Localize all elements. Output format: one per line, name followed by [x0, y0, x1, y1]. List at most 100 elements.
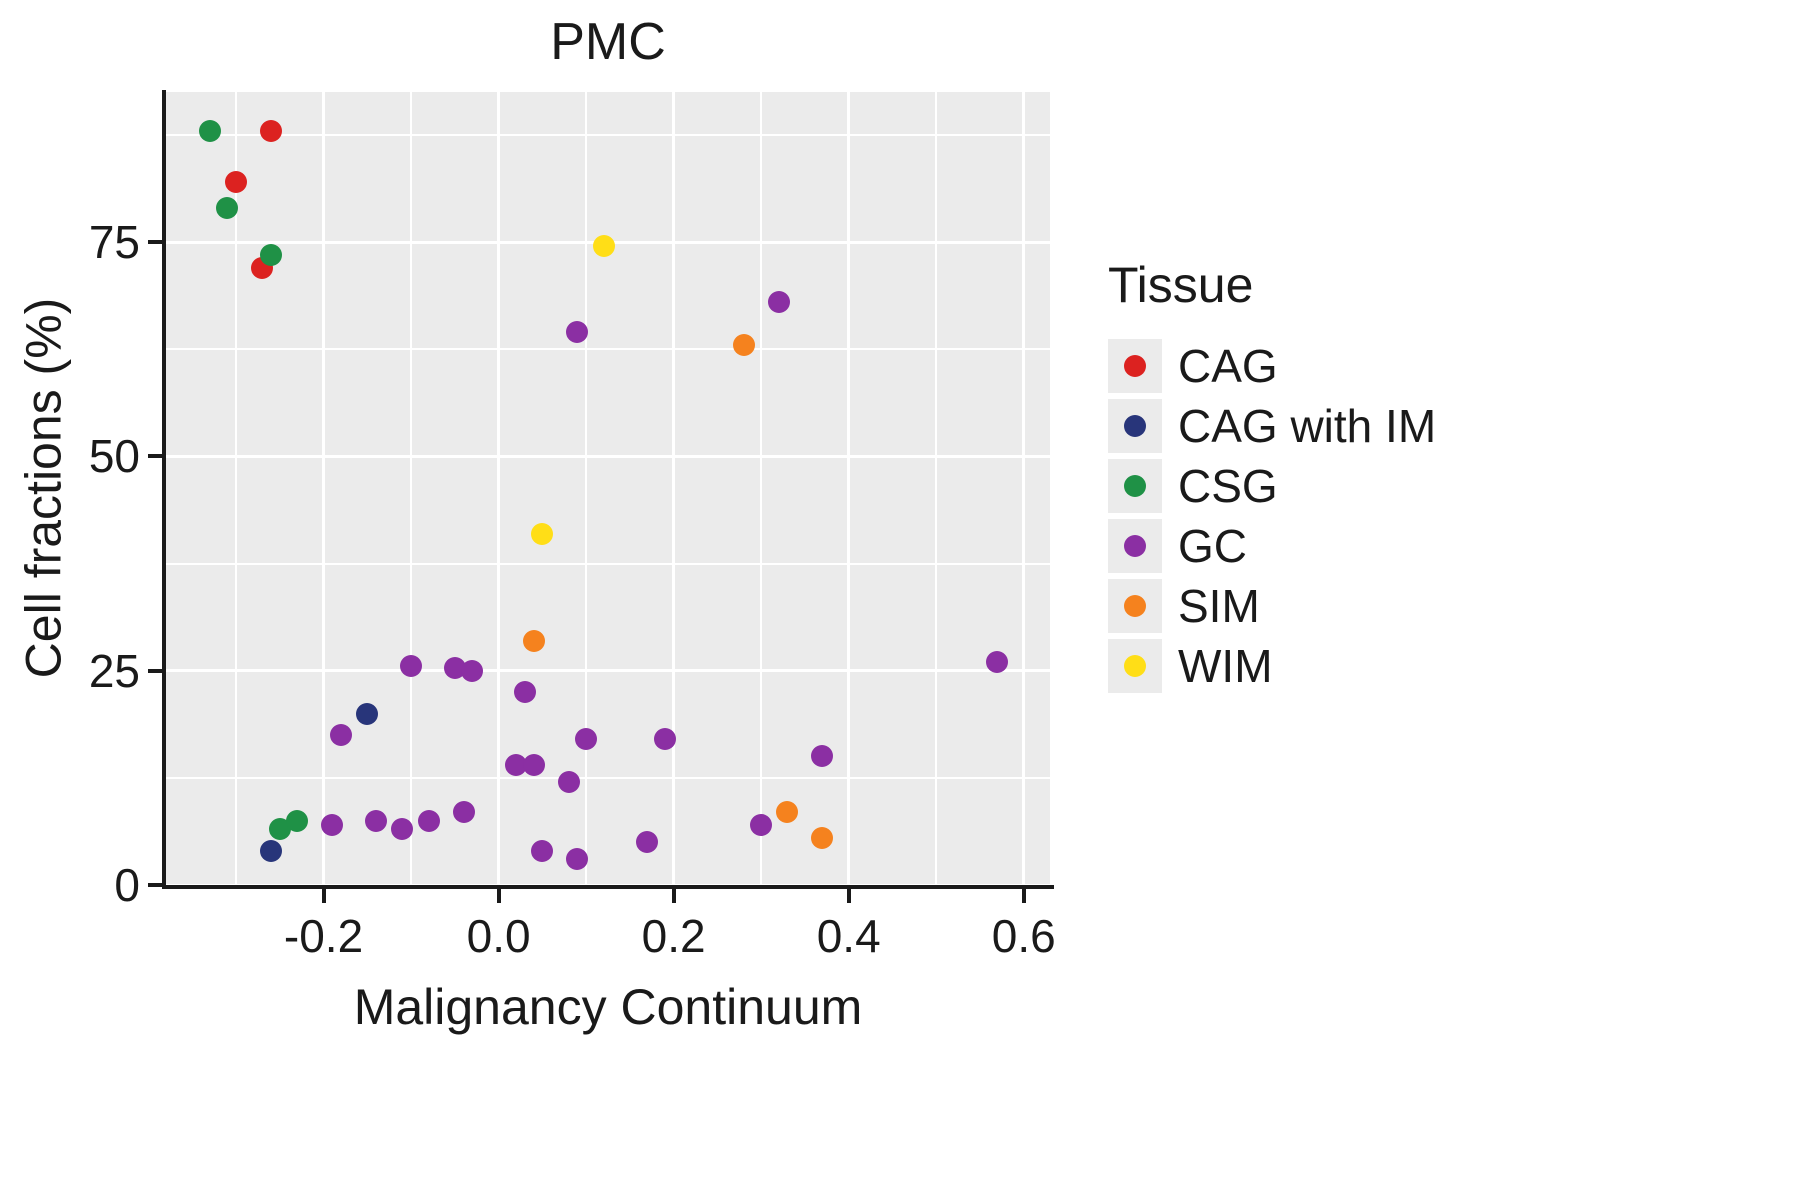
legend-label: GC: [1178, 520, 1247, 572]
gridline-minor-vertical: [410, 92, 413, 885]
data-point-csg: [216, 196, 239, 219]
legend-item-gc: GC: [1108, 519, 1436, 573]
y-tick-label: 50: [88, 430, 140, 483]
data-point-gc: [566, 848, 589, 871]
legend-label: CAG with IM: [1178, 400, 1437, 452]
gridline-major-vertical: [847, 92, 851, 885]
gridline-minor-vertical: [760, 92, 763, 885]
gridline-minor-vertical: [585, 92, 588, 885]
data-point-gc: [522, 753, 545, 776]
x-tick-mark: [846, 889, 851, 903]
data-point-cag: [225, 171, 248, 194]
x-tick-label: 0.6: [991, 910, 1056, 962]
legend-label: CSG: [1178, 460, 1278, 512]
data-point-sim: [522, 629, 545, 652]
y-tick-label: 75: [88, 216, 140, 269]
x-tick-mark: [1021, 889, 1026, 903]
data-point-cag-with-im: [356, 702, 379, 725]
data-point-gc: [321, 813, 344, 836]
y-tick-mark: [148, 240, 162, 245]
data-point-gc: [566, 321, 589, 344]
x-tick-mark: [671, 889, 676, 903]
legend-key: [1108, 579, 1162, 633]
gridline-major-vertical: [497, 92, 501, 885]
data-point-gc: [461, 659, 484, 682]
data-point-gc: [505, 753, 528, 776]
data-point-gc: [986, 651, 1009, 674]
legend-item-wim: WIM: [1108, 639, 1436, 693]
x-tick-label: 0.4: [816, 910, 881, 962]
gridline-minor-vertical: [235, 92, 238, 885]
data-point-gc: [767, 291, 790, 314]
data-point-gc: [452, 801, 475, 824]
x-tick-label: -0.2: [283, 910, 364, 962]
y-tick-mark: [148, 883, 162, 887]
y-tick-mark: [148, 454, 162, 459]
data-point-gc: [653, 728, 676, 751]
gridline-major-horizontal: [166, 454, 1050, 458]
gridline-major-horizontal: [166, 883, 1050, 885]
data-point-gc: [417, 809, 440, 832]
gridline-minor-horizontal: [166, 348, 1050, 351]
data-point-csg: [286, 809, 309, 832]
gridline-minor-vertical: [935, 92, 938, 885]
x-axis-title: Malignancy Continuum: [353, 979, 863, 1035]
legend-label: WIM: [1178, 640, 1273, 692]
gridline-minor-horizontal: [166, 133, 1050, 136]
data-point-gc: [391, 818, 414, 841]
legend-key: [1108, 459, 1162, 513]
data-point-sim: [732, 333, 755, 356]
data-point-gc: [513, 681, 536, 704]
legend-key: [1108, 519, 1162, 573]
gridline-major-horizontal: [166, 669, 1050, 673]
data-point-gc: [400, 655, 423, 678]
legend-key: [1108, 399, 1162, 453]
data-point-wim: [592, 235, 615, 258]
legend-title: Tissue: [1108, 257, 1254, 313]
y-tick-mark: [148, 668, 162, 673]
y-tick-label: 0: [114, 859, 140, 911]
gridline-minor-horizontal: [166, 562, 1050, 565]
data-point-sim: [811, 826, 834, 849]
legend-item-cag-with-im: CAG with IM: [1108, 399, 1436, 453]
data-point-gc: [365, 809, 388, 832]
data-point-sim: [776, 801, 799, 824]
x-tick-mark: [496, 889, 501, 903]
legend-dot-wim: [1124, 655, 1146, 677]
y-axis-title: Cell fractions (%): [15, 297, 72, 679]
data-point-gc: [750, 813, 773, 836]
data-point-cag-with-im: [260, 839, 283, 862]
data-point-gc: [636, 831, 659, 854]
gridline-major-vertical: [672, 92, 676, 885]
legend-items: CAG CAG with IM CSG GC SIM WIM: [1108, 339, 1436, 693]
data-point-csg: [260, 243, 283, 266]
x-tick-label: 0.0: [466, 910, 531, 962]
legend-dot-csg: [1124, 475, 1146, 497]
plot-panel: [166, 92, 1050, 885]
legend-key: [1108, 639, 1162, 693]
data-point-csg: [198, 119, 221, 142]
legend-dot-sim: [1124, 595, 1146, 617]
legend-label: CAG: [1178, 340, 1278, 392]
data-point-gc: [443, 657, 466, 680]
data-point-wim: [531, 522, 554, 545]
x-tick-label: 0.2: [641, 910, 706, 962]
data-point-csg: [268, 818, 291, 841]
data-point-gc: [575, 728, 598, 751]
data-point-gc: [811, 745, 834, 768]
legend-dot-cag: [1124, 355, 1146, 377]
legend-dot-cag-with-im: [1124, 415, 1146, 437]
data-point-gc: [531, 839, 554, 862]
x-axis-line: [162, 885, 1054, 889]
legend-item-sim: SIM: [1108, 579, 1436, 633]
legend: Tissue CAG CAG with IM CSG GC SIM WIM: [1108, 258, 1436, 699]
chart-title: PMC: [550, 13, 666, 71]
data-point-cag: [260, 119, 283, 142]
x-tick-mark: [321, 889, 326, 903]
data-point-gc: [557, 771, 580, 794]
gridline-major-vertical: [1022, 92, 1026, 885]
y-axis-line: [162, 90, 166, 889]
data-point-gc: [330, 723, 353, 746]
y-tick-label: 25: [88, 644, 140, 697]
